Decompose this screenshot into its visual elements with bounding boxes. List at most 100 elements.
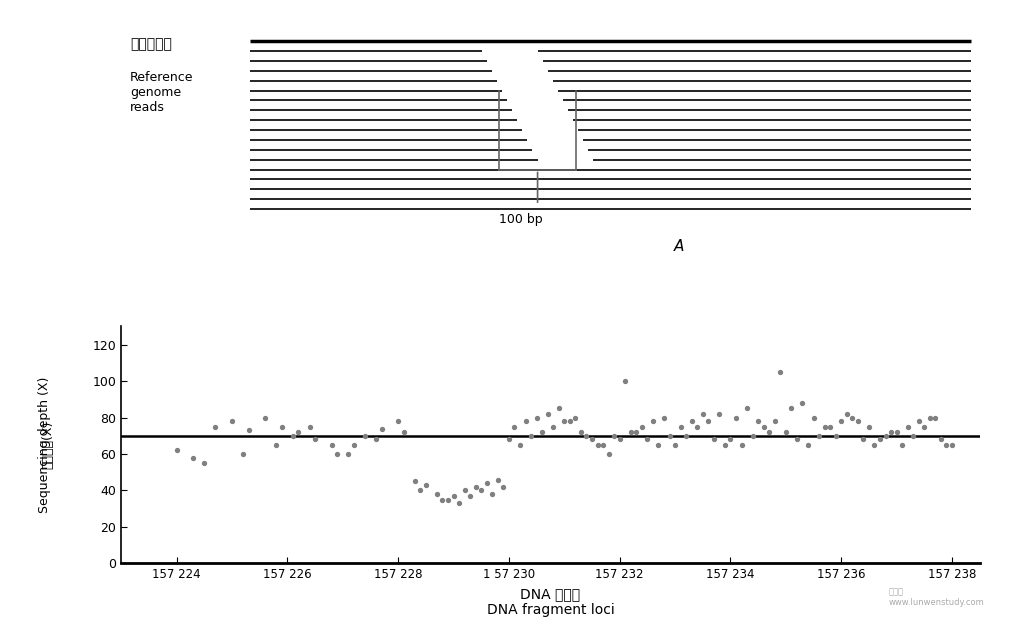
Point — [944, 440, 961, 450]
Point — [568, 413, 584, 423]
Point — [501, 434, 517, 444]
Point — [512, 440, 528, 450]
Point — [684, 416, 700, 426]
Point — [855, 434, 872, 444]
Point — [689, 422, 705, 432]
Point — [784, 404, 800, 414]
X-axis label: DNA 片段点
DNA fragment loci: DNA 片段点 DNA fragment loci — [487, 587, 614, 617]
Point — [307, 434, 323, 444]
Text: A: A — [674, 239, 685, 254]
Point — [368, 434, 384, 444]
Point — [484, 489, 500, 499]
Point — [800, 440, 816, 450]
Point — [590, 440, 606, 450]
Point — [795, 398, 811, 408]
Point — [883, 427, 899, 437]
Point — [207, 422, 223, 432]
Point — [938, 440, 954, 450]
Point — [612, 434, 628, 444]
Point — [872, 434, 888, 444]
Point — [274, 422, 290, 432]
Point — [258, 413, 274, 423]
Point — [617, 376, 633, 386]
Point — [739, 404, 755, 414]
Point — [722, 434, 738, 444]
Point — [534, 427, 550, 437]
Text: 100 bp: 100 bp — [499, 213, 542, 226]
Point — [678, 431, 694, 441]
Point — [490, 475, 506, 485]
Y-axis label: Sequencing depth (X): Sequencing depth (X) — [37, 377, 50, 513]
Point — [662, 431, 678, 441]
Point — [495, 482, 511, 492]
Point — [573, 427, 589, 437]
Point — [867, 440, 883, 450]
Text: 参考基因组: 参考基因组 — [129, 37, 172, 51]
Point — [224, 416, 240, 426]
Point — [905, 431, 921, 441]
Point — [345, 440, 362, 450]
Point — [700, 416, 716, 426]
Point — [457, 486, 473, 496]
Point — [462, 491, 478, 501]
Point — [778, 427, 794, 437]
Point — [733, 440, 749, 450]
Point — [849, 416, 866, 426]
Point — [717, 440, 733, 450]
Point — [407, 476, 423, 486]
Point — [878, 431, 894, 441]
Point — [606, 431, 622, 441]
Point — [773, 367, 789, 377]
Point — [706, 434, 722, 444]
Point — [329, 449, 345, 459]
Point — [269, 440, 285, 450]
Point — [650, 440, 667, 450]
Point — [440, 495, 457, 505]
Point — [894, 440, 910, 450]
Point — [468, 482, 484, 492]
Point — [396, 427, 412, 437]
Point — [479, 478, 495, 488]
Point — [927, 413, 943, 423]
Point — [185, 453, 201, 463]
Point — [506, 422, 522, 432]
Point — [711, 409, 727, 419]
Text: 测序深度(X): 测序深度(X) — [41, 421, 55, 469]
Point — [922, 413, 938, 423]
Text: Reference
genome
reads: Reference genome reads — [129, 71, 193, 114]
Point — [429, 489, 445, 499]
Point — [357, 431, 373, 441]
Point — [673, 422, 689, 432]
Point — [728, 413, 744, 423]
Point — [473, 486, 489, 496]
Point — [557, 416, 573, 426]
Point — [196, 458, 212, 468]
Point — [240, 425, 257, 435]
Point — [805, 413, 821, 423]
Point — [579, 431, 595, 441]
Point — [539, 409, 556, 419]
Point — [545, 422, 562, 432]
Point — [451, 498, 468, 508]
Point — [838, 409, 854, 419]
Point — [861, 422, 877, 432]
Point — [562, 416, 578, 426]
Point — [323, 440, 339, 450]
Point — [445, 491, 462, 501]
Point — [655, 413, 672, 423]
Point — [301, 422, 317, 432]
Point — [285, 431, 301, 441]
Point — [744, 431, 761, 441]
Point — [374, 424, 390, 434]
Point — [633, 422, 649, 432]
Point — [767, 416, 783, 426]
Point — [623, 427, 639, 437]
Point — [584, 434, 600, 444]
Point — [517, 416, 533, 426]
Point — [235, 449, 251, 459]
Point — [762, 427, 778, 437]
Point — [916, 422, 932, 432]
Point — [523, 431, 539, 441]
Point — [595, 440, 611, 450]
Point — [667, 440, 683, 450]
